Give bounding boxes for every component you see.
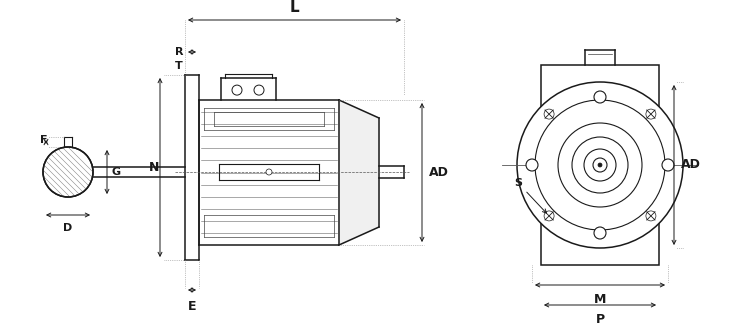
Circle shape (232, 85, 242, 95)
Text: T: T (176, 61, 183, 71)
Text: N: N (149, 161, 159, 174)
Circle shape (526, 159, 538, 171)
Circle shape (558, 123, 642, 207)
Circle shape (517, 82, 683, 248)
Polygon shape (339, 100, 379, 245)
Circle shape (535, 100, 665, 230)
Text: F: F (40, 135, 47, 145)
Circle shape (598, 163, 602, 167)
Text: AD: AD (681, 158, 701, 172)
Circle shape (593, 158, 607, 172)
Circle shape (266, 169, 272, 175)
FancyBboxPatch shape (541, 65, 659, 265)
Text: E: E (187, 300, 196, 313)
Circle shape (646, 109, 656, 119)
Circle shape (594, 91, 606, 103)
Text: R: R (174, 47, 183, 57)
Circle shape (544, 109, 554, 119)
Circle shape (254, 85, 264, 95)
Text: D: D (64, 223, 73, 233)
Circle shape (662, 159, 674, 171)
Circle shape (544, 211, 554, 221)
Circle shape (572, 137, 628, 193)
Text: G: G (112, 167, 121, 177)
Circle shape (646, 211, 656, 221)
Text: P: P (596, 313, 605, 326)
Circle shape (594, 227, 606, 239)
Circle shape (43, 147, 93, 197)
Text: M: M (594, 293, 606, 306)
Text: AD: AD (429, 166, 449, 179)
Circle shape (584, 149, 616, 181)
Text: L: L (290, 0, 299, 15)
Text: S: S (514, 178, 546, 213)
